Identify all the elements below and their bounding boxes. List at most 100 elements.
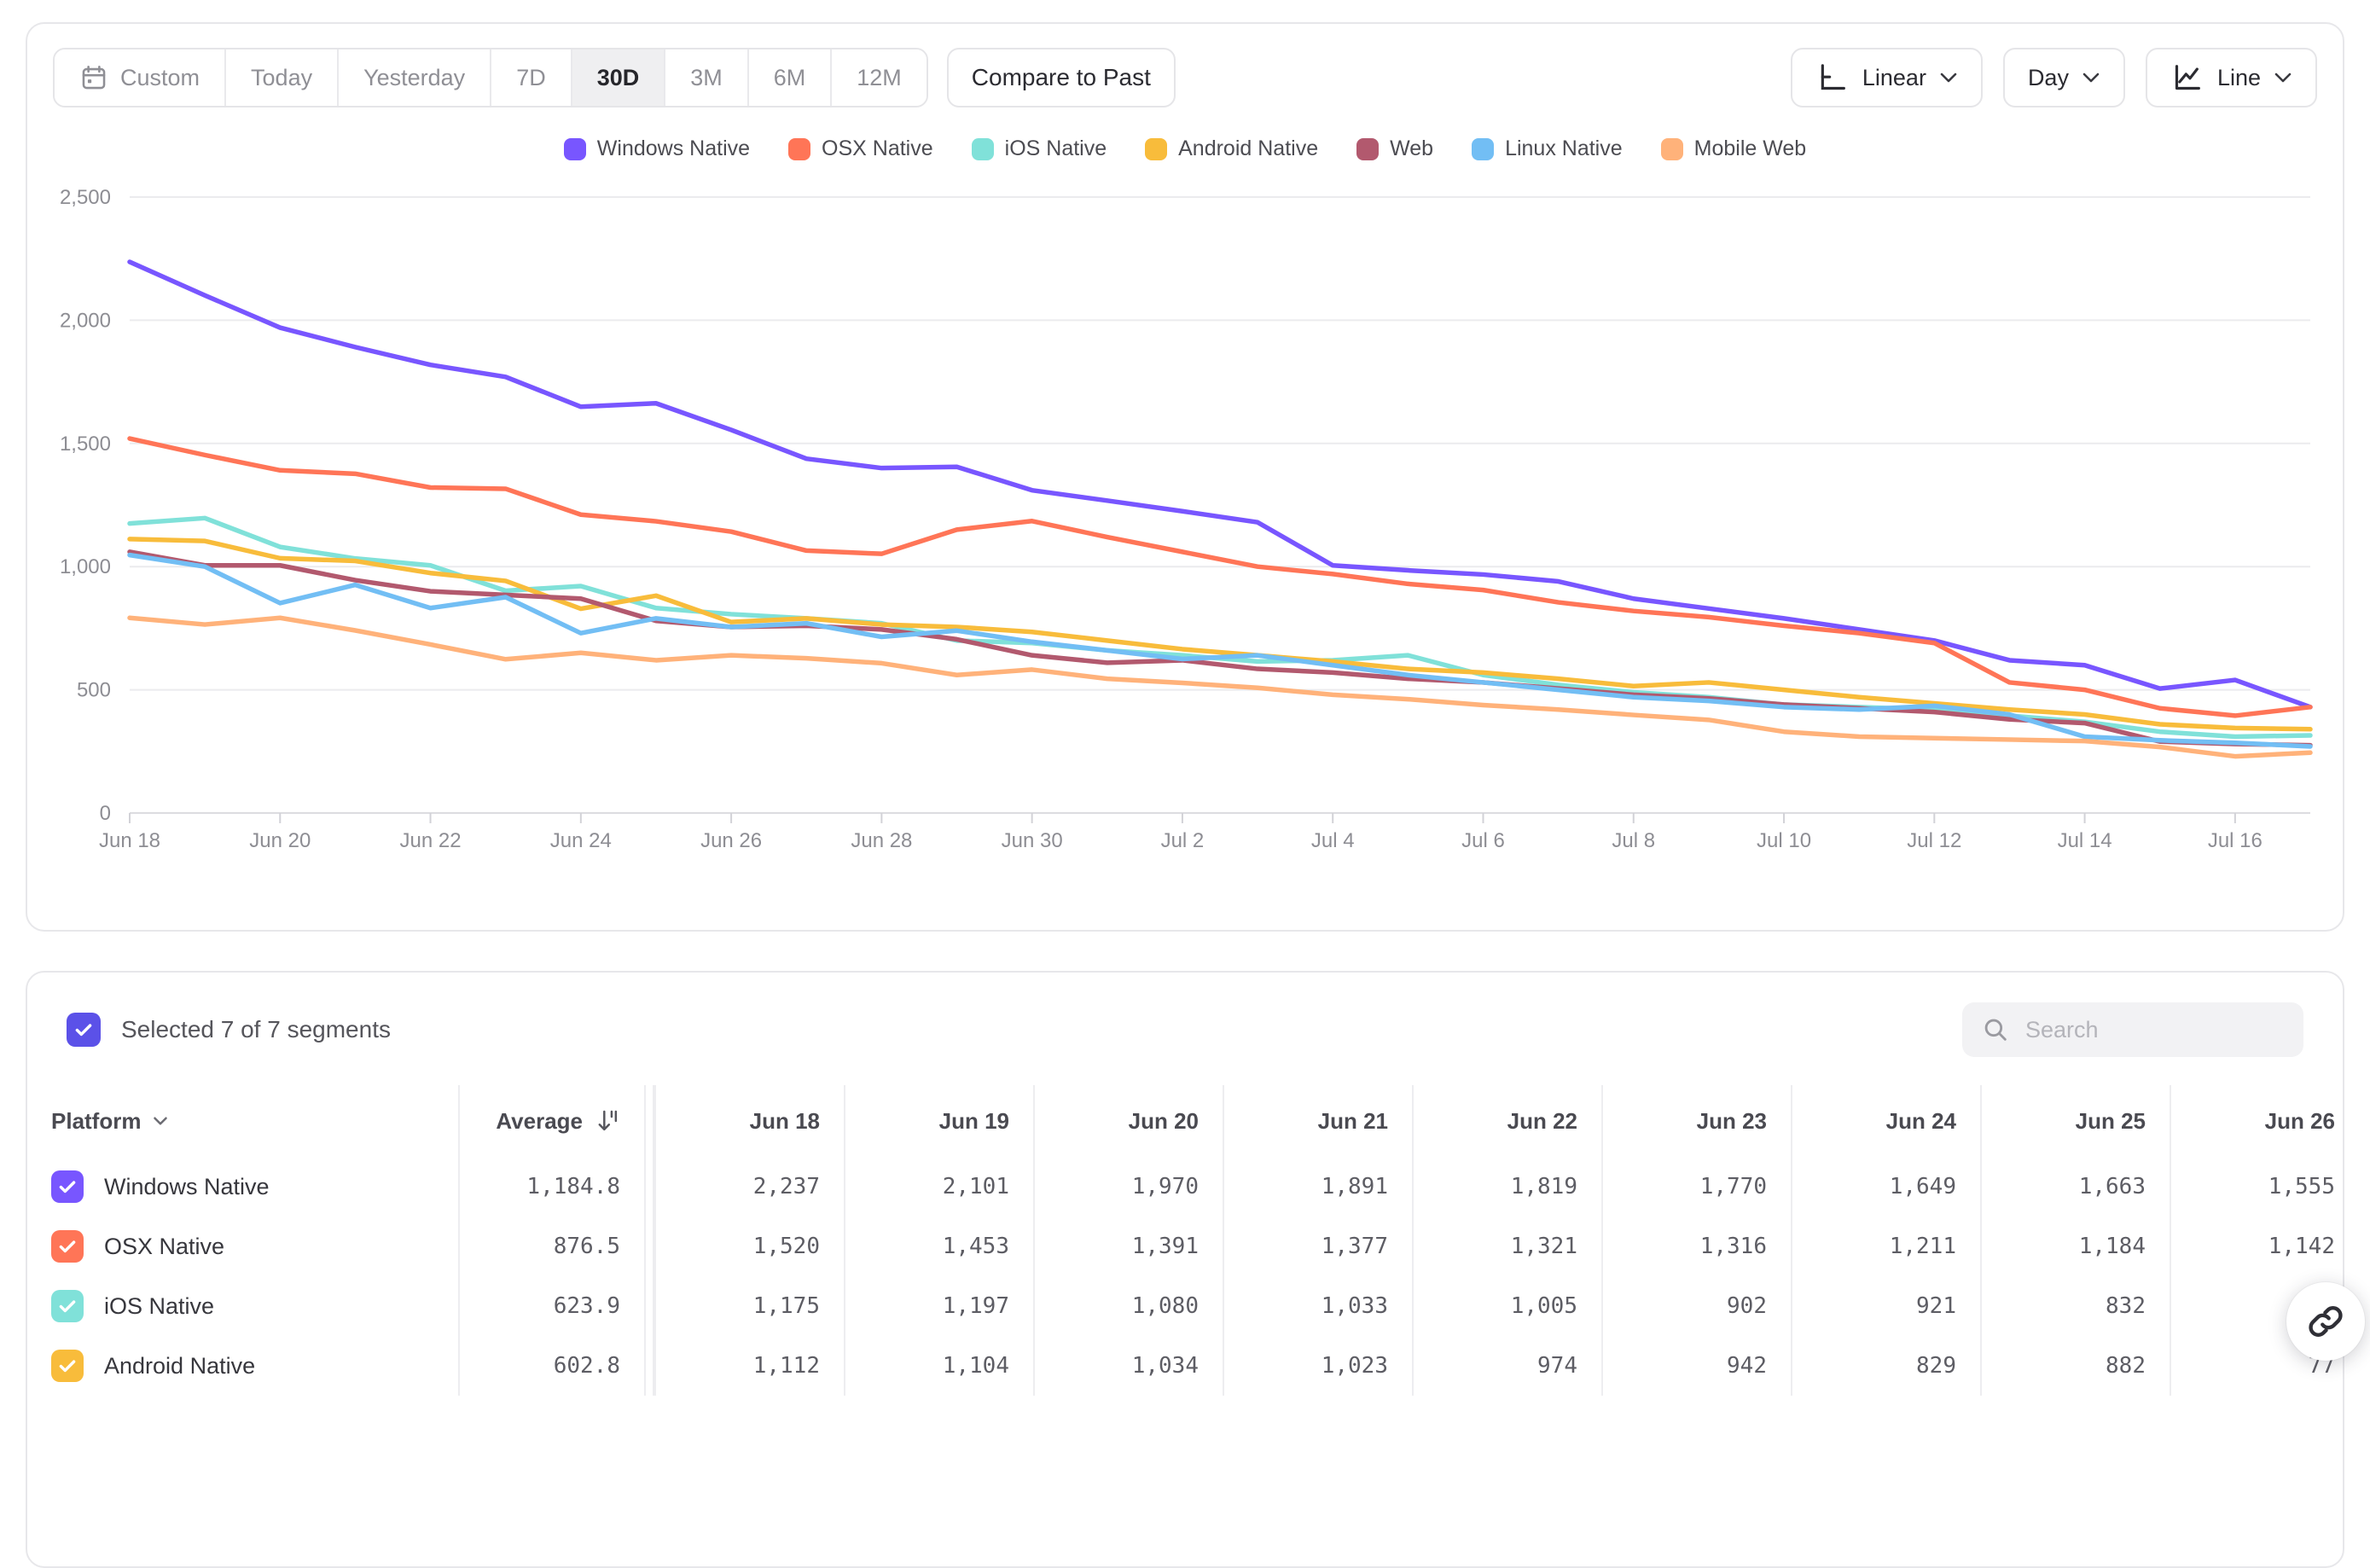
cell-value: 1,520 [654, 1217, 844, 1276]
cell-value: 829 [1791, 1336, 1980, 1396]
column-resize-gutter[interactable] [644, 1157, 654, 1217]
legend-item[interactable]: iOS Native [971, 136, 1107, 161]
date-header-label: Jun 20 [1128, 1107, 1199, 1134]
date-header-label: Jun 18 [749, 1107, 820, 1134]
legend-label: Windows Native [596, 136, 751, 160]
range-label: Custom [120, 64, 200, 90]
column-resize-gutter[interactable] [644, 1085, 654, 1157]
column-header-date[interactable]: Jun 22 [1412, 1085, 1601, 1157]
chevron-down-icon [2082, 72, 2100, 84]
cell-value: 1,555 [2170, 1157, 2343, 1217]
range-30d[interactable]: 30D [570, 49, 665, 106]
column-header-date[interactable]: Jun 25 [1980, 1085, 2170, 1157]
x-axis-tick-label: Jun 22 [400, 829, 462, 852]
legend-item[interactable]: Mobile Web [1660, 136, 1806, 161]
cell-value: 1,184 [1980, 1217, 2170, 1276]
range-custom[interactable]: Custom [55, 49, 225, 106]
column-header-average[interactable]: Average [458, 1085, 644, 1157]
column-resize-gutter[interactable] [644, 1217, 654, 1276]
average-value: 876.5 [458, 1217, 644, 1276]
day-dropdown[interactable]: Day [2002, 48, 2125, 107]
cell-value: 1,321 [1412, 1217, 1601, 1276]
cell-value: 1,104 [844, 1336, 1033, 1396]
segment-checkbox[interactable] [51, 1230, 84, 1263]
legend-item[interactable]: Windows Native [563, 136, 751, 161]
axis-icon [1815, 61, 1850, 95]
search-icon [1981, 1015, 2010, 1044]
y-axis-tick-label: 1,500 [60, 433, 111, 456]
series-line-linux-native [127, 552, 2313, 749]
column-header-platform[interactable]: Platform [27, 1085, 458, 1157]
date-header-label: Jun 25 [2075, 1107, 2146, 1134]
insights-page: Custom Today Yesterday 7D 30D 3M 6M 12M Compare… [26, 22, 2365, 1568]
column-header-date[interactable]: Jun 24 [1791, 1085, 1980, 1157]
column-header-date[interactable]: Jun 18 [654, 1085, 844, 1157]
column-header-date[interactable]: Jun 20 [1033, 1085, 1223, 1157]
table-row-platform[interactable]: iOS Native [27, 1276, 458, 1336]
column-header-date[interactable]: Jun 26 [2170, 1085, 2343, 1157]
legend-swatch [788, 137, 811, 160]
range-label: 7D [516, 64, 546, 90]
series-line-mobile-web [127, 615, 2313, 759]
average-header-label: Average [496, 1107, 583, 1134]
chevron-down-icon [1939, 72, 1958, 84]
range-12m[interactable]: 12M [830, 49, 927, 106]
legend-item[interactable]: Linux Native [1472, 136, 1623, 161]
cell-value: 1,023 [1223, 1336, 1412, 1396]
segment-name: Android Native [104, 1352, 256, 1379]
date-header-label: Jun 19 [938, 1107, 1009, 1134]
column-header-date[interactable]: Jun 21 [1223, 1085, 1412, 1157]
range-today[interactable]: Today [224, 49, 338, 106]
legend-item[interactable]: Android Native [1145, 136, 1318, 161]
column-resize-gutter[interactable] [644, 1276, 654, 1336]
cell-value: 902 [1601, 1276, 1791, 1336]
platform-header-label: Platform [51, 1107, 142, 1134]
x-axis-tick-label: Jun 18 [99, 829, 160, 852]
linear-dropdown[interactable]: Linear [1790, 48, 1983, 107]
date-header-label: Jun 22 [1507, 1107, 1577, 1134]
date-header-label: Jun 23 [1696, 1107, 1767, 1134]
range-3m[interactable]: 3M [664, 49, 747, 106]
segment-checkbox[interactable] [51, 1350, 84, 1382]
x-axis-tick-label: Jul 4 [1311, 829, 1355, 852]
linechart-icon [2170, 61, 2204, 95]
column-resize-gutter[interactable] [644, 1336, 654, 1396]
column-header-date[interactable]: Jun 19 [844, 1085, 1033, 1157]
cell-value: 1,770 [1601, 1157, 1791, 1217]
segment-checkbox[interactable] [51, 1290, 84, 1322]
sort-descending-icon [595, 1107, 620, 1135]
x-axis-tick-label: Jul 6 [1461, 829, 1505, 852]
range-6m[interactable]: 6M [746, 49, 831, 106]
column-header-date[interactable]: Jun 23 [1601, 1085, 1791, 1157]
range-label: 12M [857, 64, 902, 90]
segment-checkbox[interactable] [51, 1170, 84, 1203]
x-axis-tick-label: Jul 16 [2208, 829, 2263, 852]
cell-value: 1,112 [654, 1336, 844, 1396]
line-dropdown[interactable]: Line [2145, 48, 2317, 107]
range-7d[interactable]: 7D [490, 49, 571, 106]
cell-value: 1,005 [1412, 1276, 1601, 1336]
legend-item[interactable]: Web [1356, 136, 1433, 161]
search-input[interactable] [2024, 1015, 2285, 1044]
y-axis-tick-label: 500 [77, 679, 111, 702]
calendar-icon [79, 63, 108, 92]
cell-value: 1,033 [1223, 1276, 1412, 1336]
cell-value: 1,211 [1791, 1217, 1980, 1276]
cell-value: 1,391 [1033, 1217, 1223, 1276]
x-axis-tick-label: Jul 10 [1757, 829, 1811, 852]
y-axis-tick-label: 1,000 [60, 555, 111, 578]
table-row-platform[interactable]: OSX Native [27, 1217, 458, 1276]
table-row-platform[interactable]: Windows Native [27, 1157, 458, 1217]
share-link-button[interactable] [2286, 1282, 2365, 1361]
table-row-platform[interactable]: Android Native [27, 1336, 458, 1396]
cell-value: 974 [1412, 1336, 1601, 1396]
dropdown-label: Day [2027, 64, 2069, 90]
legend-item[interactable]: OSX Native [788, 136, 933, 161]
select-all-checkbox[interactable] [67, 1013, 101, 1047]
chevron-down-icon [2274, 72, 2292, 84]
dropdown-label: Line [2216, 64, 2261, 90]
cell-value: 1,377 [1223, 1217, 1412, 1276]
compare-to-past-button[interactable]: Compare to Past [946, 48, 1176, 107]
cell-value: 942 [1601, 1336, 1791, 1396]
range-yesterday[interactable]: Yesterday [337, 49, 491, 106]
